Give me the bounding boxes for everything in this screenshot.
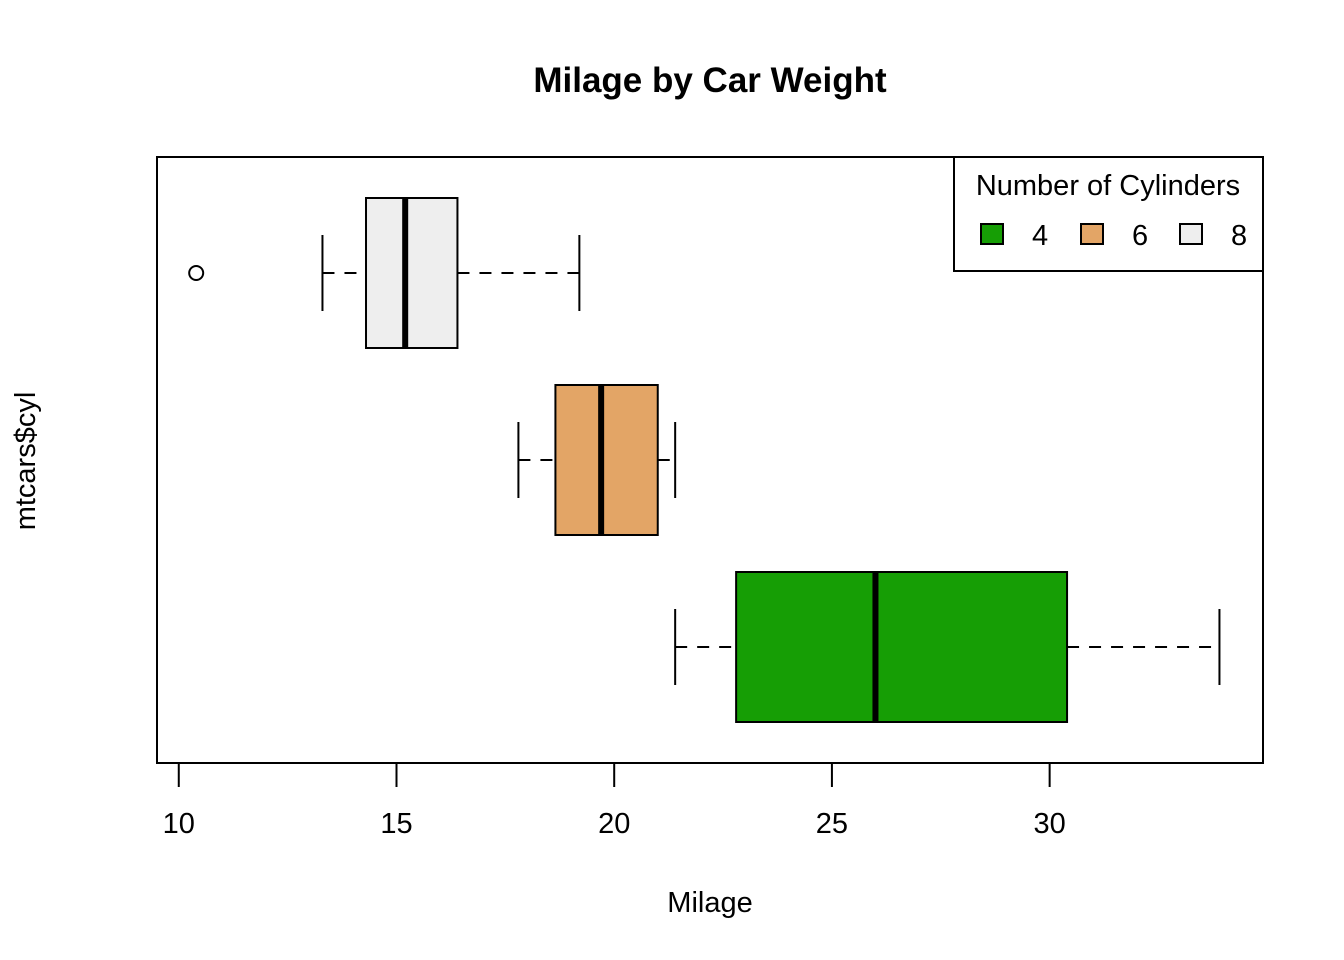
legend-items: 4 6 8 bbox=[980, 220, 1247, 252]
legend: Number of Cylinders 4 6 8 bbox=[953, 156, 1264, 272]
legend-label-6: 6 bbox=[1132, 220, 1148, 252]
box-cyl-6 bbox=[517, 384, 677, 536]
legend-title: Number of Cylinders bbox=[976, 170, 1240, 202]
legend-item-6: 6 bbox=[1080, 220, 1148, 252]
legend-label-4: 4 bbox=[1032, 220, 1048, 252]
legend-swatch-6 bbox=[1080, 223, 1104, 245]
x-axis-label: Milage bbox=[667, 887, 752, 919]
x-tick-label-20: 20 bbox=[598, 808, 630, 840]
x-tick-label-10: 10 bbox=[163, 808, 195, 840]
x-tick-label-15: 15 bbox=[380, 808, 412, 840]
chart-title: Milage by Car Weight bbox=[533, 61, 887, 100]
legend-label-8: 8 bbox=[1231, 220, 1247, 252]
legend-item-8: 8 bbox=[1179, 220, 1247, 252]
legend-swatch-4 bbox=[980, 223, 1004, 245]
legend-item-4: 4 bbox=[980, 220, 1048, 252]
x-axis: 10 15 20 25 30 bbox=[163, 762, 1066, 840]
iqr-box-6 bbox=[554, 384, 659, 536]
legend-frame bbox=[953, 156, 1264, 272]
box-group bbox=[188, 197, 1221, 723]
x-tick-label-30: 30 bbox=[1034, 808, 1066, 840]
legend-swatch-8 bbox=[1179, 223, 1203, 245]
box-cyl-8 bbox=[188, 197, 581, 349]
outlier-point-8-0 bbox=[188, 265, 205, 281]
x-tick-label-25: 25 bbox=[816, 808, 848, 840]
iqr-box-8 bbox=[365, 197, 459, 349]
box-cyl-4 bbox=[674, 571, 1221, 723]
iqr-box-4 bbox=[735, 571, 1069, 723]
y-axis-label: mtcars$cyl bbox=[10, 392, 42, 531]
